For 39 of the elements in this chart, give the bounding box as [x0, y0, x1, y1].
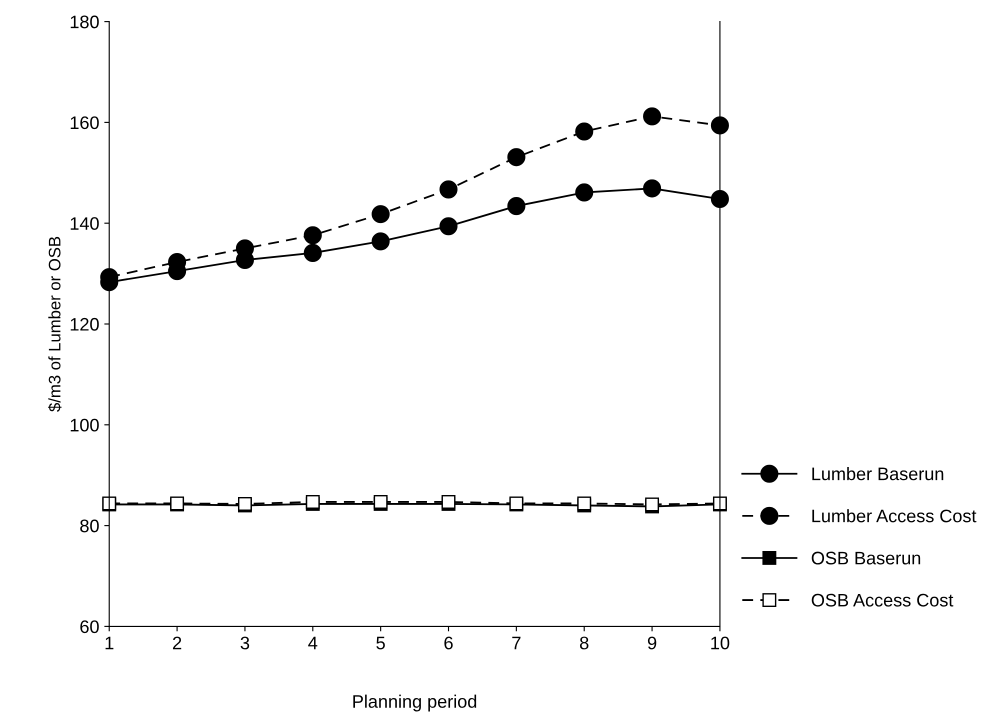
y-axis-title: $/m3 of Lumber or OSB [48, 236, 62, 412]
point [645, 497, 660, 512]
legend-label: OSB Access Cost [812, 594, 954, 607]
point [710, 116, 729, 134]
y-tick-label: 100 [70, 418, 99, 432]
y-tick-label: 160 [70, 116, 99, 130]
x-tick-label: 3 [240, 636, 250, 650]
legend-label: Lumber Baserun [812, 466, 944, 480]
x-tick-label: 5 [376, 636, 385, 650]
point [710, 190, 729, 208]
point [372, 232, 390, 250]
x-tick-label: 10 [711, 636, 730, 650]
x-tick-label: 4 [308, 636, 318, 650]
point [304, 244, 322, 262]
y-tick-label: 80 [80, 520, 99, 532]
point [507, 148, 526, 166]
x-tick-label: 2 [172, 636, 182, 650]
y-tick-label: 120 [70, 318, 99, 331]
point [304, 226, 322, 244]
point [577, 496, 592, 510]
point [575, 122, 594, 140]
y-tick-label: 60 [80, 620, 99, 634]
y-tick-label: 140 [70, 217, 99, 230]
point [439, 180, 458, 198]
legend-label: Lumber Access Cost [812, 509, 976, 522]
x-tick-label: 1 [106, 636, 114, 650]
point [439, 217, 458, 236]
legend-label: OSB Baserun [812, 552, 920, 564]
x-tick-label: 8 [580, 636, 588, 650]
x-tick-label: 6 [444, 636, 453, 650]
point [643, 179, 662, 198]
point [575, 183, 594, 202]
point [643, 107, 662, 126]
y-tick-label: 180 [70, 16, 99, 28]
x-tick-label: 7 [512, 636, 520, 650]
x-axis-title: Planning period [353, 694, 476, 712]
point [507, 197, 526, 216]
x-tick-label: 9 [648, 636, 656, 650]
point [372, 205, 390, 224]
